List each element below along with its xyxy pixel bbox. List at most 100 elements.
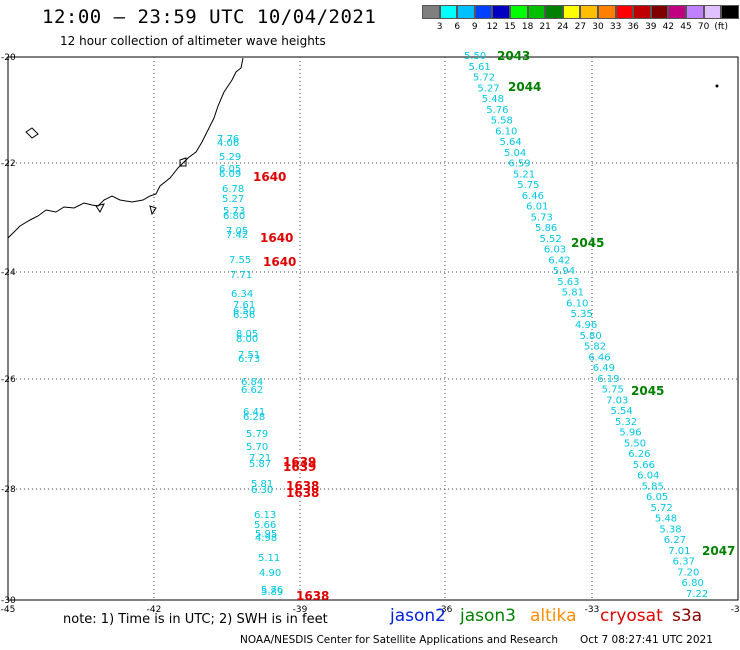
island xyxy=(179,157,187,167)
legend-label: 18 xyxy=(521,22,534,32)
wave-height-label: 5.89 xyxy=(261,587,283,598)
legend-label: 70 xyxy=(697,22,710,32)
legend-label: 6 xyxy=(454,22,461,32)
pass-time-label: 1640 xyxy=(253,170,286,184)
pass-time-label: 2045 xyxy=(571,236,604,250)
wave-height-label: 4.06 xyxy=(217,138,239,149)
wave-height-label: 5.29 xyxy=(219,152,241,163)
wave-height-label: 5.11 xyxy=(258,553,280,564)
wave-height-label: 4.98 xyxy=(255,533,277,544)
wave-height-label: 5.85 xyxy=(642,481,664,492)
wave-height-label: 5.50 xyxy=(464,51,486,62)
wave-height-label: 7.76 xyxy=(217,134,239,145)
lat-tick-label: -22 xyxy=(1,159,16,169)
wave-height-label: 6.27 xyxy=(664,535,686,546)
lat-tick-label: -30 xyxy=(1,596,16,606)
legend-s3a: s3a xyxy=(672,606,703,626)
wave-height-label: 6.30 xyxy=(251,485,273,496)
legend-swatch xyxy=(422,5,440,19)
legend-label: (ft) xyxy=(714,22,728,32)
coastline xyxy=(7,57,244,239)
wave-height-label: 5.82 xyxy=(584,342,606,353)
wave-height-label: 5.86 xyxy=(535,223,557,234)
wave-height-label: 6.73 xyxy=(238,354,260,365)
lon-tick-label: -30 xyxy=(731,605,740,615)
pass-time-label: 1639 xyxy=(283,455,316,469)
wave-height-label: 5.76 xyxy=(261,585,283,596)
wave-height-label: 5.76 xyxy=(486,105,508,116)
wave-height-label: 6.10 xyxy=(495,126,517,137)
legend-label: 42 xyxy=(662,22,675,32)
pass-time-label: 1638 xyxy=(286,486,319,500)
pass-time-label: 1640 xyxy=(260,231,293,245)
legend-swatch xyxy=(685,5,704,19)
coast-detail xyxy=(149,205,157,216)
wave-height-label: 6.46 xyxy=(588,352,610,363)
legend-swatch xyxy=(474,5,493,19)
legend-label: 12 xyxy=(486,22,499,32)
wave-height-label: 5.21 xyxy=(513,169,535,180)
wave-height-label: 7.22 xyxy=(686,589,708,600)
wave-height-label: 6.49 xyxy=(593,363,615,374)
legend-label: 21 xyxy=(539,22,551,32)
legend-swatch xyxy=(721,5,739,19)
pass-time-label: 2043 xyxy=(497,49,530,63)
pass-time-label: 2045 xyxy=(631,384,664,398)
wave-height-label: 5.73 xyxy=(531,212,553,223)
wave-height-label: 7.20 xyxy=(677,567,699,578)
pass-time-label: 2047 xyxy=(702,544,735,558)
legend-label: 33 xyxy=(609,22,622,32)
wave-height-label: 6.46 xyxy=(522,191,544,202)
wave-height-label: 5.73 xyxy=(223,206,245,217)
wave-height-label: 6.80 xyxy=(682,578,704,589)
lon-tick-label: -39 xyxy=(293,605,308,615)
wave-height-label: 6.03 xyxy=(544,245,566,256)
pass-time-label: 1638 xyxy=(286,479,319,493)
wave-height-label: 7.21 xyxy=(249,453,271,464)
legend-swatch xyxy=(562,5,581,19)
wave-height-label: 6.34 xyxy=(231,289,253,300)
wave-height-label: 6.26 xyxy=(628,449,650,460)
wave-height-label: 6.04 xyxy=(637,471,659,482)
wave-height-label: 7.03 xyxy=(606,395,628,406)
wave-height-label: 6.78 xyxy=(222,184,244,195)
wave-height-label: 7.71 xyxy=(230,270,252,281)
pass-time-label: 1639 xyxy=(283,460,316,474)
wave-height-label: 5.75 xyxy=(602,385,624,396)
wave-height-label: 6.59 xyxy=(508,159,530,170)
wave-height-label: 6.41 xyxy=(243,407,265,418)
wave-height-label: 5.64 xyxy=(500,137,522,148)
legend-swatch xyxy=(597,5,616,19)
wave-height-label: 5.35 xyxy=(571,309,593,320)
lat-tick-label: -20 xyxy=(1,53,16,63)
lon-tick-label: -36 xyxy=(438,605,453,615)
legend-cryosat: cryosat xyxy=(600,606,663,626)
credit-line: NOAA/NESDIS Center for Satellite Applica… xyxy=(240,634,558,646)
pass-time-label: 1640 xyxy=(263,255,296,269)
legend-swatch xyxy=(545,5,563,19)
wave-height-label: 5.27 xyxy=(477,83,499,94)
legend-swatch xyxy=(527,5,546,19)
wave-height-label: 5.72 xyxy=(473,73,495,84)
legend-label: 9 xyxy=(471,22,478,32)
wave-height-label: 5.63 xyxy=(557,277,579,288)
wave-height-label: 5.54 xyxy=(611,406,633,417)
legend-swatch xyxy=(650,5,669,19)
wave-height-label: 5.81 xyxy=(562,288,584,299)
wave-height-label: 6.37 xyxy=(673,557,695,568)
wave-height-label: 5.79 xyxy=(246,429,268,440)
wave-height-label: 6.05 xyxy=(646,492,668,503)
legend-swatch xyxy=(492,5,510,19)
wave-height-label: 5.50 xyxy=(624,438,646,449)
legend-label: 3 xyxy=(436,22,443,32)
legend-swatch xyxy=(703,5,722,19)
island xyxy=(25,127,39,139)
wave-height-label: 7.05 xyxy=(226,226,248,237)
wave-height-label: 5.96 xyxy=(619,428,641,439)
legend-label: 27 xyxy=(574,22,587,32)
legend-label: 15 xyxy=(504,22,516,32)
legend-swatch xyxy=(580,5,598,19)
legend-jason3: jason3 xyxy=(460,606,516,626)
wave-height-label: 5.04 xyxy=(504,148,526,159)
